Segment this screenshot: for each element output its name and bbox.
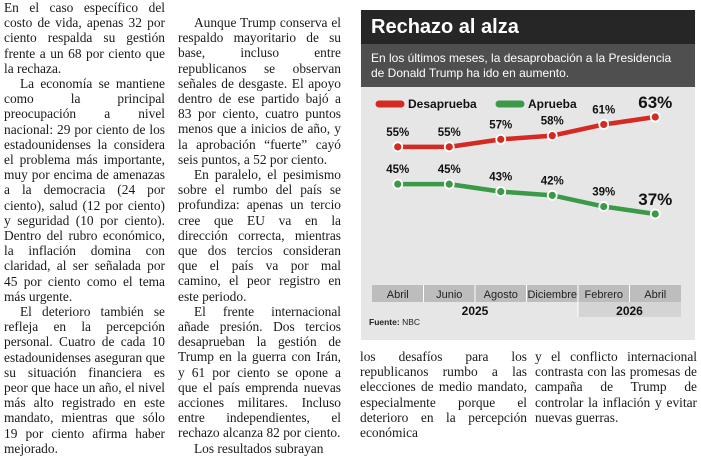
data-point-aprueba	[495, 186, 507, 198]
data-point-desaprueba	[495, 133, 507, 145]
data-point-aprueba	[546, 189, 558, 201]
paragraph: y el conflicto internacional contrasta c…	[535, 349, 697, 425]
legend-label-aprueba: Aprueba	[528, 97, 577, 111]
x-tick-label: Abril	[644, 289, 666, 301]
data-point-aprueba	[443, 178, 455, 190]
paragraph: los desafíos para los republicanos rumbo…	[360, 349, 527, 441]
infographic-title: Rechazo al alza	[361, 10, 695, 44]
paragraph: En paralelo, el pesimismo sobre el rumbo…	[178, 167, 341, 304]
paragraph: Los resultados subrayan	[194, 440, 324, 456]
x-tick-label: Abril	[387, 289, 409, 301]
approval-line-chart: Abril Junio Agosto Diciembre Febrero Abril202…	[372, 93, 681, 317]
paragraph: El deterioro también se refleja en la pe…	[4, 304, 165, 456]
data-label-aprueba: 37%	[638, 190, 672, 209]
data-point-aprueba	[392, 178, 404, 190]
data-label-aprueba: 45%	[438, 164, 461, 176]
data-point-desaprueba	[598, 119, 610, 130]
data-point-desaprueba	[546, 130, 558, 142]
article-column-1: En el caso específico del costo de vida,…	[4, 0, 165, 456]
year-label: 2025	[462, 304, 489, 317]
data-label-desaprueba: 63%	[638, 93, 672, 112]
paragraph: Aunque Trump conserva el respaldo mayori…	[178, 15, 341, 167]
data-point-desaprueba	[649, 111, 661, 123]
infographic-subtitle: En los últimos meses, la desaprobación a…	[361, 44, 695, 87]
data-label-desaprueba: 57%	[489, 119, 512, 131]
article-column-2: Aunque Trump conserva el respaldo mayori…	[178, 15, 341, 456]
year-label: 2026	[616, 304, 643, 317]
legend-label-desaprueba: Desaprueba	[408, 97, 477, 111]
x-tick-label: Junio	[436, 289, 462, 301]
data-point-desaprueba	[443, 141, 455, 153]
paragraph: La economía se mantiene como la principa…	[4, 76, 165, 304]
x-tick-label: Febrero	[584, 289, 623, 301]
data-point-aprueba	[649, 208, 661, 220]
infographic: Rechazo al alza En los últimos meses, la…	[361, 10, 695, 340]
data-label-aprueba: 39%	[592, 187, 615, 199]
x-tick-label: Agosto	[484, 289, 518, 301]
series-line-desaprueba	[395, 114, 658, 150]
paragraph: En el caso específico del costo de vida,…	[4, 0, 165, 76]
data-label-aprueba: 43%	[489, 172, 512, 184]
article-column-3: los desafíos para los republicanos rumbo…	[360, 349, 527, 440]
series-line-aprueba	[395, 181, 658, 217]
x-tick-label: Diciembre	[527, 289, 577, 301]
data-label-desaprueba: 55%	[386, 127, 409, 139]
data-label-aprueba: 45%	[386, 164, 409, 176]
data-label-aprueba: 42%	[541, 175, 564, 187]
data-point-desaprueba	[392, 141, 404, 153]
data-label-desaprueba: 58%	[541, 116, 564, 128]
paragraph: El frente internacional añade presión. D…	[178, 303, 341, 441]
data-label-desaprueba: 61%	[592, 104, 615, 116]
source-label: Fuente:	[369, 317, 400, 327]
data-label-desaprueba: 55%	[438, 127, 461, 139]
article-column-4: y el conflicto internacional contrasta c…	[535, 349, 697, 425]
data-point-aprueba	[598, 201, 610, 212]
source-value: NBC	[402, 317, 421, 327]
source-note: Fuente: NBC	[369, 317, 420, 327]
